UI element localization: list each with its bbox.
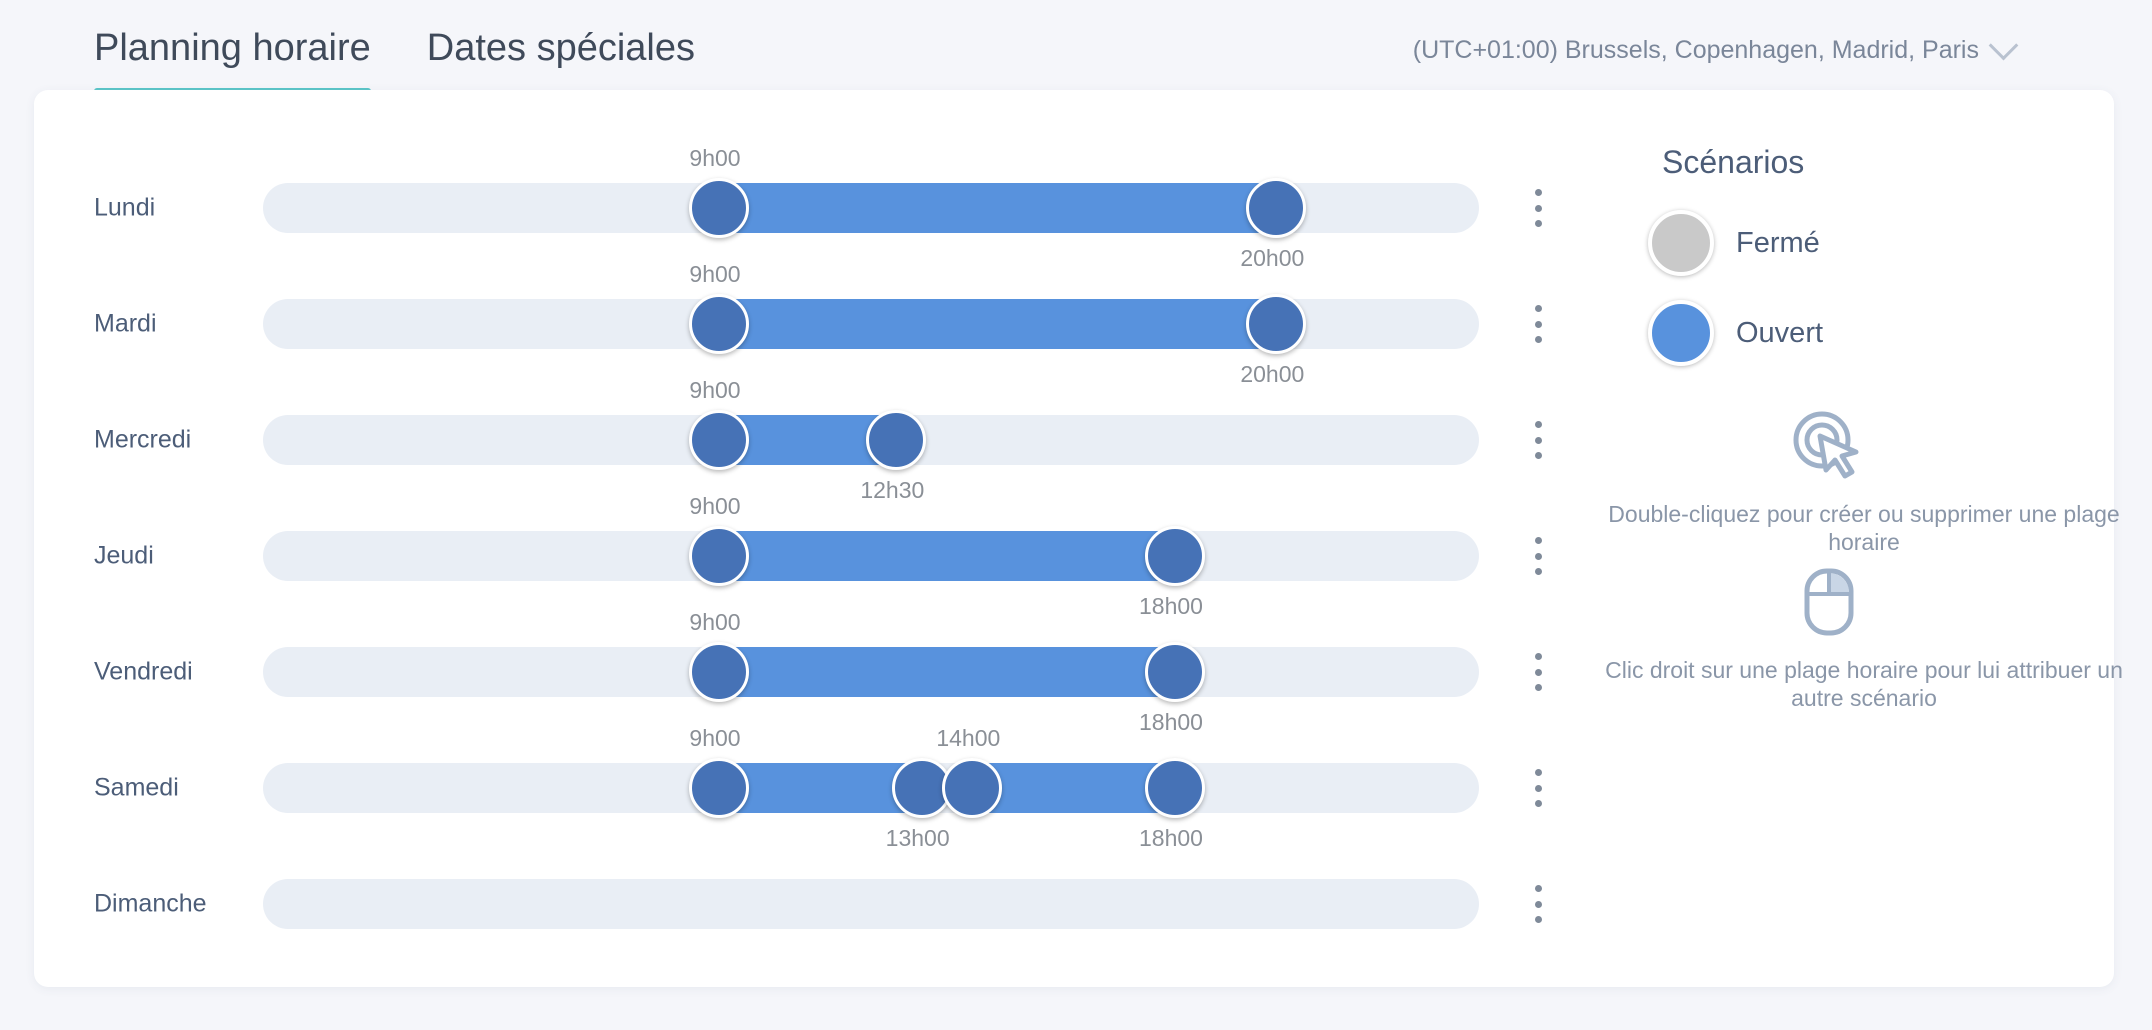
day-track-lundi[interactable]	[263, 178, 1479, 238]
day-track-vendredi[interactable]	[263, 642, 1479, 702]
range-end-time-label: 18h00	[1139, 709, 1203, 735]
double-click-hint: Double-cliquez pour créer ou supprimer u…	[1608, 501, 2120, 555]
range-start-time-label: 9h00	[689, 261, 741, 287]
day-label-dimanche: Dimanche	[94, 889, 207, 918]
range-start-time-label: 9h00	[689, 377, 741, 403]
more-options-icon[interactable]	[1530, 653, 1546, 691]
range-start-time-label: 14h00	[936, 725, 1001, 751]
more-options-icon[interactable]	[1530, 537, 1546, 575]
day-label-mardi: Mardi	[94, 309, 157, 338]
mouse-right-click-icon	[1804, 568, 1854, 636]
day-row-vendredi: Vendredi 9h00 18h00	[34, 609, 1614, 735]
more-options-icon[interactable]	[1530, 305, 1546, 343]
time-range-jeudi-0[interactable]	[719, 531, 1175, 581]
range-end-handle[interactable]	[1145, 642, 1205, 702]
range-end-handle[interactable]	[1145, 758, 1205, 818]
range-start-handle[interactable]	[689, 642, 749, 702]
day-track-mercredi[interactable]	[263, 410, 1479, 470]
right-click-hint: Clic droit sur une plage horaire pour lu…	[1605, 657, 2123, 711]
tab-bar: Planning horaire Dates spéciales	[94, 0, 751, 94]
scenario-ferme-label: Fermé	[1736, 226, 1820, 259]
day-row-lundi: Lundi 9h00 20h00	[34, 145, 1614, 271]
more-options-icon[interactable]	[1530, 885, 1546, 923]
day-track-mardi[interactable]	[263, 294, 1479, 354]
day-label-lundi: Lundi	[94, 193, 156, 222]
range-end-time-label: 20h00	[1240, 245, 1305, 271]
range-start-handle[interactable]	[689, 758, 749, 818]
range-start-time-label: 9h00	[689, 493, 741, 519]
timezone-label: (UTC+01:00) Brussels, Copenhagen, Madrid…	[1412, 36, 1979, 64]
range-end-time-label: 12h30	[860, 477, 925, 503]
day-label-samedi: Samedi	[94, 773, 179, 802]
more-options-icon[interactable]	[1530, 421, 1546, 459]
day-label-vendredi: Vendredi	[94, 657, 193, 686]
range-start-handle[interactable]	[689, 294, 749, 354]
range-end-handle[interactable]	[1246, 178, 1307, 238]
range-start-handle[interactable]	[689, 178, 749, 238]
range-end-time-label: 13h00	[885, 825, 950, 851]
scenario-ouvert-label: Ouvert	[1736, 316, 1824, 349]
day-label-jeudi: Jeudi	[94, 541, 154, 570]
scenario-ferme-color-dot	[1648, 210, 1714, 276]
double-click-cursor-icon	[1793, 411, 1859, 479]
range-end-handle[interactable]	[1246, 294, 1307, 354]
day-row-mardi: Mardi 9h00 20h00	[34, 261, 1614, 387]
day-row-dimanche: Dimanche	[34, 846, 1614, 962]
schedule-card: Lundi 9h00 20h00 Mardi 9h00 20h00 Mercredi 9h00…	[34, 90, 2123, 987]
scenarios-title: Scénarios	[1662, 144, 1805, 180]
tab-dates-speciales[interactable]: Dates spéciales	[426, 27, 695, 69]
range-end-handle[interactable]	[1145, 526, 1205, 586]
range-start-handle[interactable]	[942, 758, 1003, 818]
day-label-mercredi: Mercredi	[94, 425, 192, 454]
time-range-lundi-0[interactable]	[719, 183, 1277, 233]
day-row-jeudi: Jeudi 9h00 18h00	[34, 493, 1614, 619]
timezone-select[interactable]: (UTC+01:00) Brussels, Copenhagen, Madrid…	[1412, 30, 2019, 65]
scenario-ouvert-color-dot	[1648, 300, 1714, 366]
range-end-time-label: 20h00	[1240, 361, 1305, 387]
time-range-samedi-1[interactable]	[972, 763, 1175, 813]
scenario-ferme[interactable]: Fermé	[1648, 210, 1820, 276]
day-row-samedi: Samedi 9h00 13h00 14h00 18h00	[34, 725, 1614, 851]
time-range-vendredi-0[interactable]	[719, 647, 1175, 697]
day-track-samedi[interactable]	[263, 758, 1479, 818]
range-start-time-label: 9h00	[689, 145, 741, 171]
day-row-mercredi: Mercredi 9h00 12h30	[34, 377, 1614, 503]
time-range-mardi-0[interactable]	[719, 299, 1277, 349]
range-end-time-label: 18h00	[1139, 593, 1203, 619]
tab-planning-horaire[interactable]: Planning horaire	[94, 27, 371, 94]
more-options-icon[interactable]	[1530, 769, 1546, 807]
range-start-time-label: 9h00	[689, 609, 741, 635]
scenario-ouvert[interactable]: Ouvert	[1648, 300, 1823, 366]
day-track-dimanche[interactable]	[263, 879, 1479, 929]
more-options-icon[interactable]	[1530, 189, 1546, 227]
time-range-samedi-0[interactable]	[719, 763, 922, 813]
chevron-down-icon	[1988, 30, 2019, 61]
range-start-time-label: 9h00	[689, 725, 741, 751]
range-end-handle[interactable]	[866, 410, 927, 470]
range-start-handle[interactable]	[689, 526, 749, 586]
range-end-handle[interactable]	[891, 758, 952, 818]
range-start-handle[interactable]	[689, 410, 749, 470]
day-track-jeudi[interactable]	[263, 526, 1479, 586]
range-end-time-label: 18h00	[1139, 825, 1203, 851]
